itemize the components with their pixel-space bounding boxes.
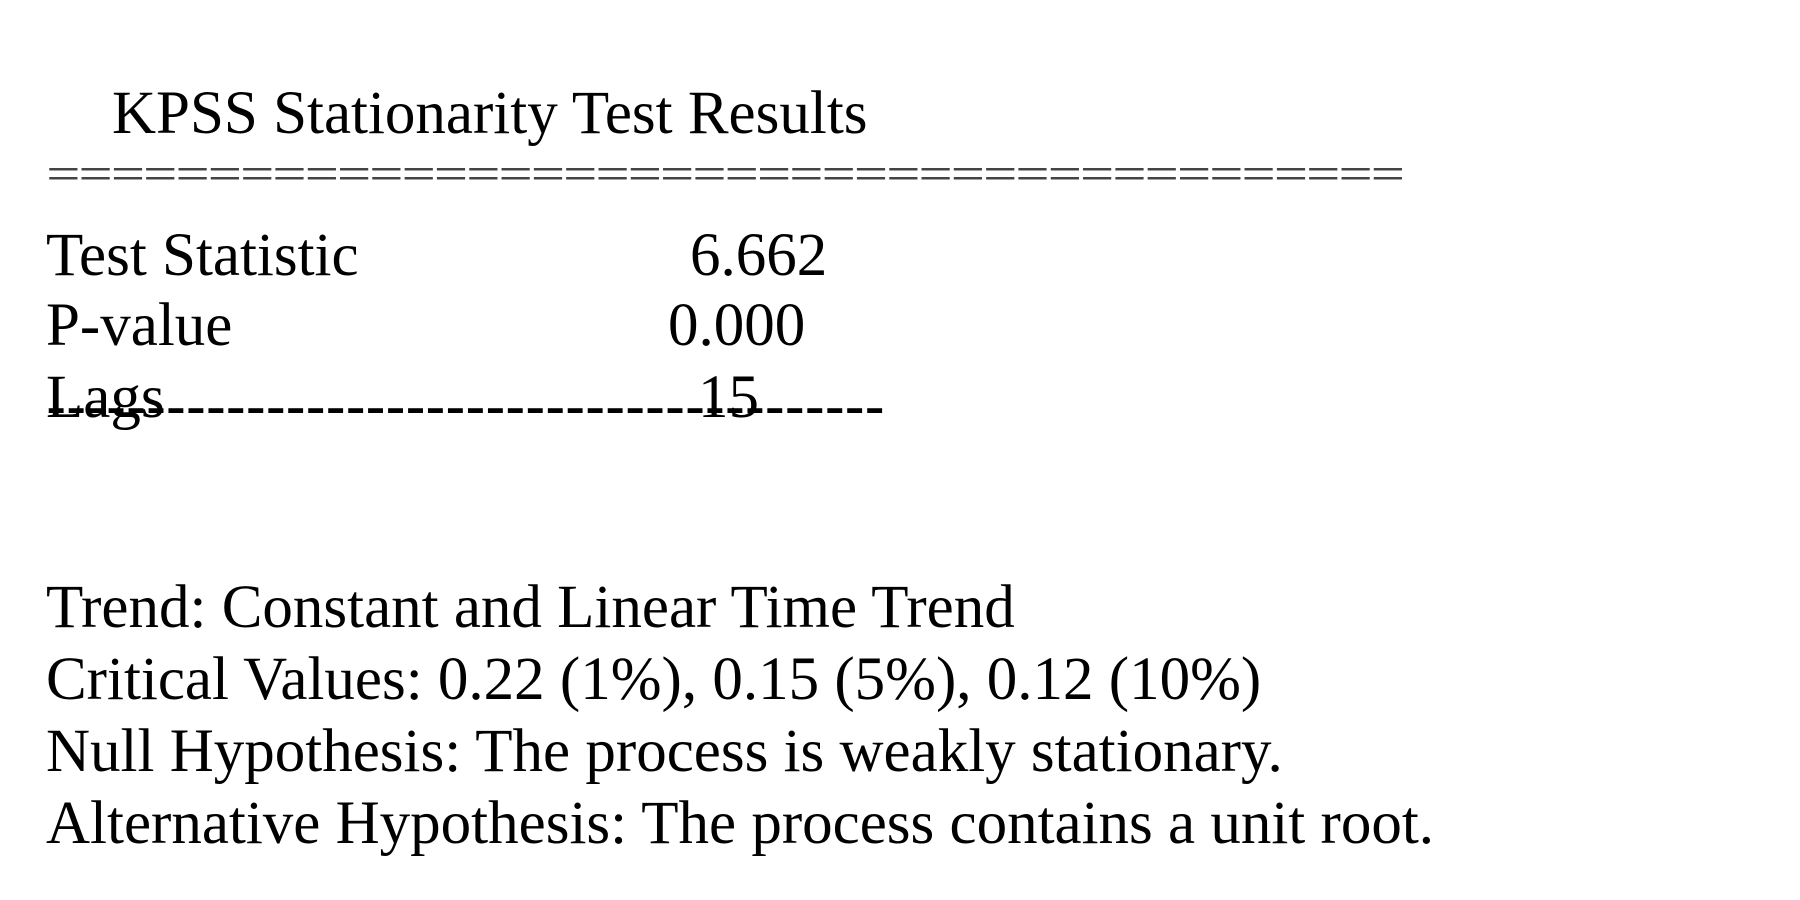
- double-rule-divider: ========================================…: [46, 157, 1405, 197]
- alternative-hypothesis-line: Alternative Hypothesis: The process cont…: [46, 790, 1435, 857]
- p-value-value: 0.000: [668, 292, 806, 359]
- report-title: KPSS Stationarity Test Results: [112, 80, 868, 147]
- test-statistic-value: 6.662: [690, 222, 828, 289]
- single-rule-divider: ----------------------------------------…: [46, 372, 885, 440]
- critical-values-line: Critical Values: 0.22 (1%), 0.15 (5%), 0…: [46, 646, 1262, 713]
- lags-label: Lags: [46, 364, 165, 431]
- test-statistic-label: Test Statistic: [46, 222, 359, 289]
- lags-value: 15: [698, 364, 759, 431]
- p-value-label: P-value: [46, 292, 233, 359]
- trend-line: Trend: Constant and Linear Time Trend: [46, 574, 1015, 641]
- null-hypothesis-line: Null Hypothesis: The process is weakly s…: [46, 718, 1283, 785]
